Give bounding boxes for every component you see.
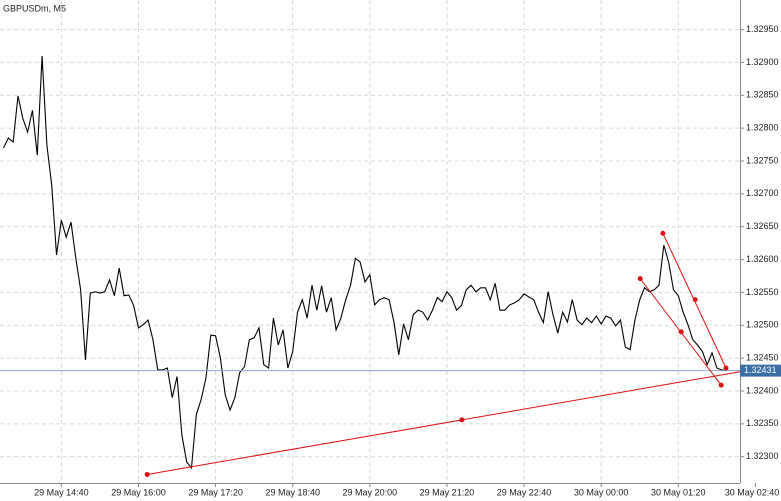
y-tick-label: 1.32750 [746, 155, 779, 165]
y-tick-label: 1.32450 [746, 353, 779, 363]
x-tick-label: 30 May 00:00 [574, 487, 629, 497]
y-tick-label: 1.32400 [746, 385, 779, 395]
y-tick-label: 1.32900 [746, 57, 779, 67]
y-tick-label: 1.32650 [746, 221, 779, 231]
y-tick-label: 1.32500 [746, 320, 779, 330]
x-tick-label: 29 May 16:00 [111, 487, 166, 497]
y-tick-label: 1.32350 [746, 418, 779, 428]
current-price-box [740, 364, 781, 377]
y-tick-label: 1.32700 [746, 188, 779, 198]
trendline-point [637, 276, 643, 282]
x-tick-label: 29 May 14:40 [34, 487, 89, 497]
x-tick-label: 29 May 17:20 [188, 487, 243, 497]
y-tick-label: 1.32550 [746, 287, 779, 297]
trendline [147, 371, 741, 475]
trendline-point [718, 382, 724, 388]
x-tick-label: 30 May 01:20 [651, 487, 706, 497]
chart-title: GBPUSDm, M5 [3, 3, 66, 13]
trendline-point [459, 417, 465, 423]
x-tick-label: 30 May 02:40 [725, 487, 780, 497]
trendline-point [692, 297, 698, 303]
y-tick-label: 1.32600 [746, 254, 779, 264]
trendline-point [144, 471, 150, 477]
x-tick-label: 29 May 18:40 [265, 487, 320, 497]
current-price-label: 1.32431 [744, 365, 777, 375]
x-tick-label: 29 May 22:40 [497, 487, 552, 497]
trendline-point [723, 365, 729, 371]
x-tick-label: 29 May 20:00 [343, 487, 398, 497]
trendline-point [660, 230, 666, 236]
y-tick-label: 1.32800 [746, 123, 779, 133]
y-tick-label: 1.32850 [746, 90, 779, 100]
y-tick-label: 1.32950 [746, 24, 779, 34]
price-line [3, 55, 727, 470]
x-tick-label: 29 May 21:20 [420, 487, 475, 497]
y-tick-label: 1.32300 [746, 451, 779, 461]
trendline-point [678, 329, 684, 335]
